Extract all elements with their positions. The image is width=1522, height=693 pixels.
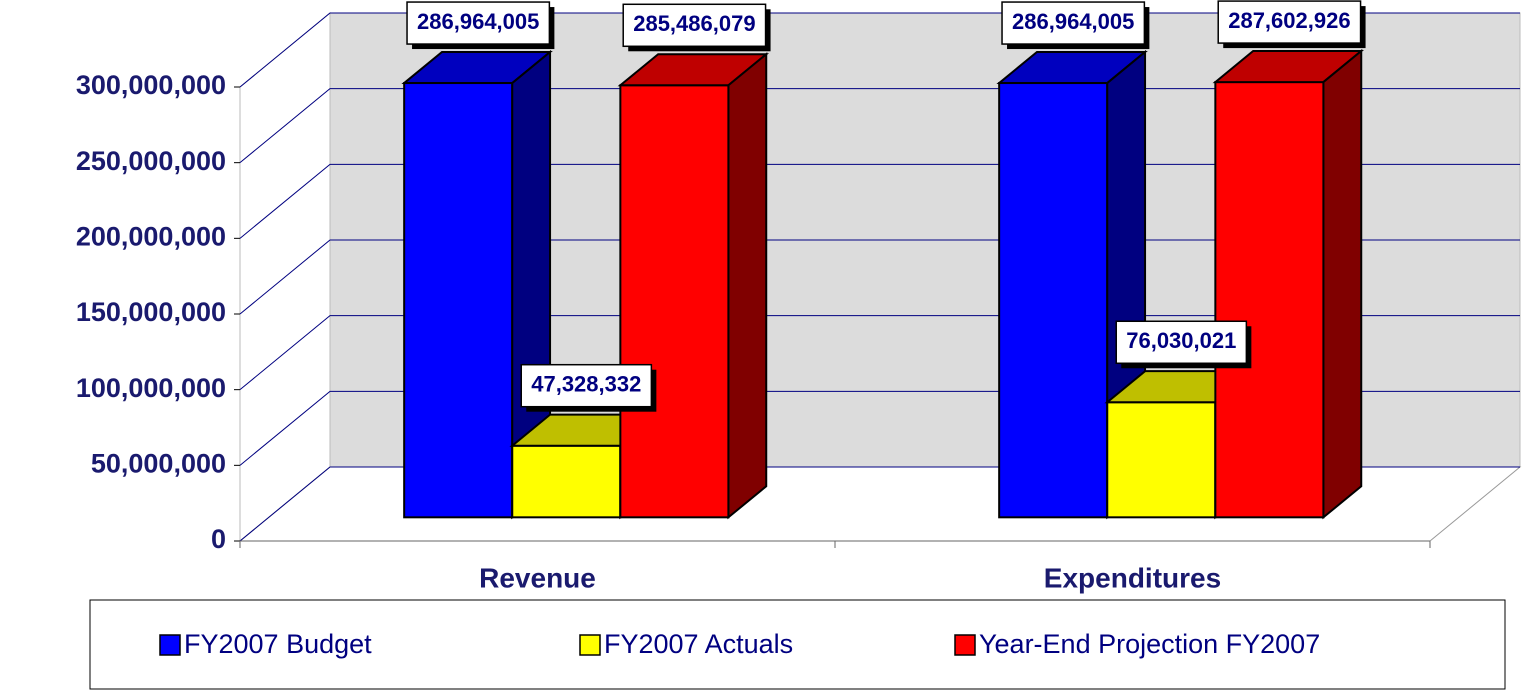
data-label: 76,030,021 — [1115, 320, 1252, 369]
y-tick-label: 300,000,000 — [76, 70, 226, 100]
data-label-text: 285,486,079 — [633, 11, 755, 36]
data-label: 285,486,079 — [622, 3, 771, 52]
y-tick-label: 250,000,000 — [76, 146, 226, 176]
y-tick-label: 0 — [211, 524, 226, 554]
data-label: 286,964,005 — [406, 1, 555, 50]
data-label: 286,964,005 — [1001, 1, 1150, 50]
label-box — [1115, 320, 1248, 365]
label-box — [1001, 1, 1146, 45]
data-label: 47,328,332 — [520, 363, 657, 412]
legend-swatch — [954, 634, 976, 656]
bar-side — [1322, 48, 1363, 520]
label-box — [622, 3, 767, 48]
data-label-text: 286,964,005 — [1012, 9, 1134, 34]
data-label-text: 76,030,021 — [1126, 328, 1236, 353]
bar — [619, 84, 730, 519]
bar — [511, 444, 622, 519]
data-label-text: 287,602,926 — [1228, 8, 1350, 33]
label-box — [406, 1, 551, 45]
legend-label: FY2007 Budget — [184, 629, 372, 659]
y-tick-label: 50,000,000 — [91, 448, 226, 478]
bar — [403, 82, 514, 519]
bar — [1106, 401, 1217, 519]
bar-group — [401, 49, 553, 520]
bar — [998, 82, 1109, 519]
legend-swatch — [159, 634, 181, 656]
y-tick-label: 200,000,000 — [76, 221, 226, 251]
label-box — [520, 363, 653, 408]
y-tick-label: 100,000,000 — [76, 373, 226, 403]
legend-label: FY2007 Actuals — [604, 629, 793, 659]
x-tick-label: Revenue — [479, 562, 596, 593]
data-label-text: 47,328,332 — [531, 372, 641, 397]
legend-box — [89, 599, 1506, 690]
bar-group — [617, 52, 770, 520]
y-tick-label: 150,000,000 — [76, 297, 226, 327]
data-label-text: 286,964,005 — [417, 9, 539, 34]
legend-label: Year-End Projection FY2007 — [979, 629, 1320, 659]
data-label: 287,602,926 — [1217, 0, 1366, 49]
bar-side — [727, 52, 768, 520]
legend-swatch — [579, 634, 601, 656]
bar-group — [1212, 48, 1365, 520]
label-box — [1217, 0, 1362, 44]
bar — [1214, 81, 1325, 519]
x-tick-label: Expenditures — [1044, 562, 1221, 593]
